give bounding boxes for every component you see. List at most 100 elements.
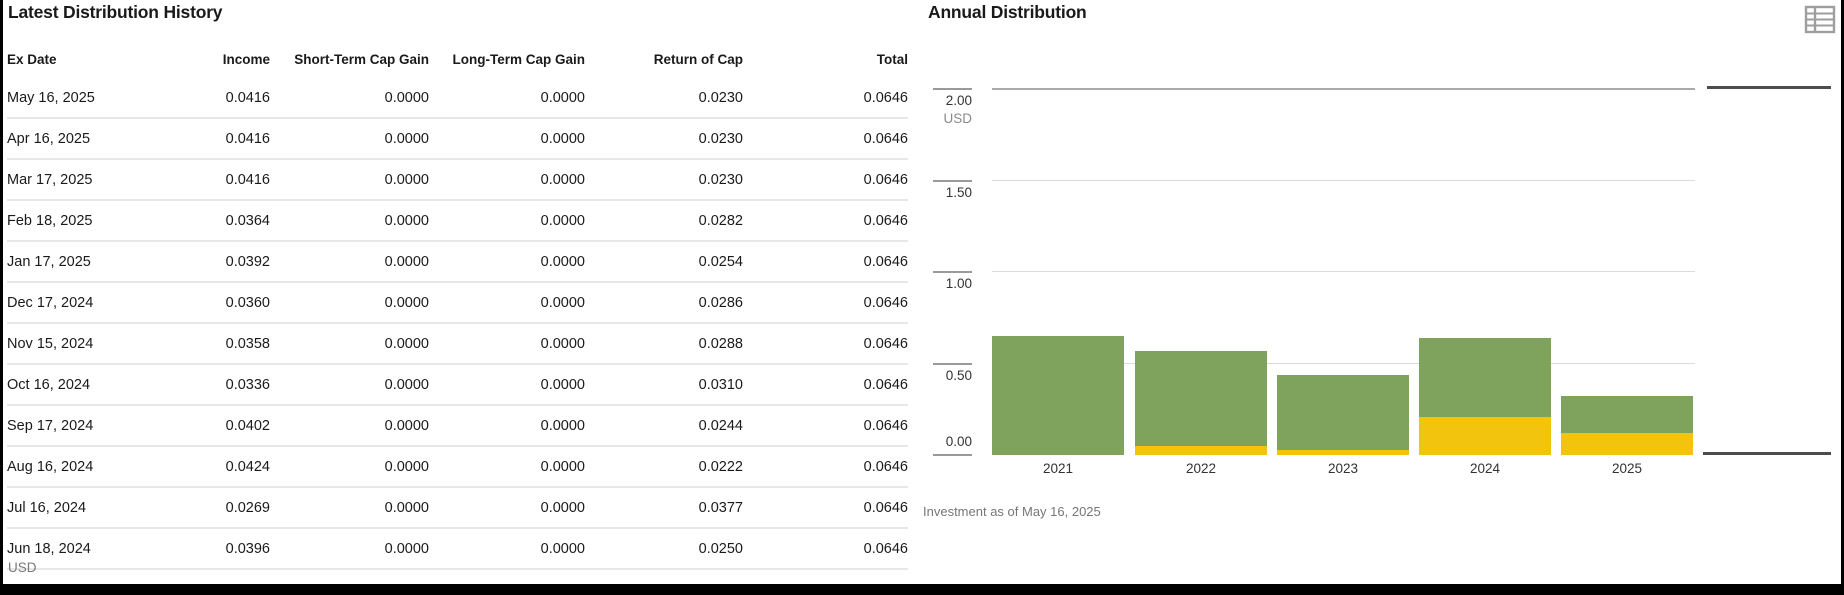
cell-value: 0.0364 bbox=[171, 200, 270, 242]
table-row: Jan 17, 2025 0.0392 0.0000 0.0000 0.0254 0.06… bbox=[7, 241, 908, 283]
cell-value: 0.0646 bbox=[743, 528, 908, 570]
y-axis-tick-2.00 bbox=[933, 88, 972, 90]
table-row: Mar 17, 2025 0.0416 0.0000 0.0000 0.0230 0.06… bbox=[7, 159, 908, 201]
bar-2022-income[interactable] bbox=[1135, 351, 1267, 446]
table-row: Aug 16, 2024 0.0424 0.0000 0.0000 0.0222 0.06… bbox=[7, 446, 908, 488]
column-header: Short-Term Cap Gain bbox=[294, 51, 429, 67]
cell-value: 0.0396 bbox=[171, 528, 270, 570]
bar-2023-return-of-cap[interactable] bbox=[1277, 450, 1409, 455]
bar-2025-return-of-cap[interactable] bbox=[1561, 433, 1693, 455]
cell-value: 0.0392 bbox=[171, 241, 270, 283]
cell-value: 0.0358 bbox=[171, 323, 270, 365]
cell-value: 0.0288 bbox=[585, 323, 743, 365]
column-header: Long-Term Cap Gain bbox=[452, 51, 585, 67]
x-axis-label-2023: 2023 bbox=[1327, 461, 1359, 476]
cell-value: 0.0646 bbox=[743, 200, 908, 242]
y-axis-label-0.00: 0.00 bbox=[945, 434, 972, 449]
table-row: Sep 17, 2024 0.0402 0.0000 0.0000 0.0244 0.06… bbox=[7, 405, 908, 447]
cell-ex-date: Dec 17, 2024 bbox=[7, 282, 171, 324]
cell-value: 0.0000 bbox=[429, 78, 585, 119]
latest-distribution-history-panel: Latest Distribution History Ex Date Incom… bbox=[0, 0, 918, 584]
cell-ex-date: Oct 16, 2024 bbox=[7, 364, 171, 406]
bar-2023-income[interactable] bbox=[1277, 375, 1409, 450]
cell-value: 0.0310 bbox=[585, 364, 743, 406]
cell-ex-date: Nov 15, 2024 bbox=[7, 323, 171, 365]
column-header: Return of Cap bbox=[653, 51, 743, 67]
table-row: May 16, 2025 0.0416 0.0000 0.0000 0.0230 0.06… bbox=[7, 78, 908, 119]
cell-value: 0.0000 bbox=[270, 241, 429, 283]
cell-value: 0.0646 bbox=[743, 323, 908, 365]
y-axis-label-0.50: 0.50 bbox=[945, 368, 972, 383]
cell-value: 0.0000 bbox=[429, 282, 585, 324]
cell-value: 0.0646 bbox=[743, 159, 908, 201]
cell-value: 0.0336 bbox=[171, 364, 270, 406]
bar-2025-income[interactable] bbox=[1561, 396, 1693, 433]
cell-ex-date: Sep 17, 2024 bbox=[7, 405, 171, 447]
right-panel-title: Annual Distribution bbox=[928, 2, 1087, 22]
cell-value: 0.0250 bbox=[585, 528, 743, 570]
table-row: Feb 18, 2025 0.0364 0.0000 0.0000 0.0282 0.06… bbox=[7, 200, 908, 242]
cell-value: 0.0000 bbox=[270, 528, 429, 570]
cell-value: 0.0269 bbox=[171, 487, 270, 529]
table-view-button[interactable] bbox=[1804, 5, 1836, 34]
left-panel-title: Latest Distribution History bbox=[8, 2, 223, 22]
cell-value: 0.0254 bbox=[585, 241, 743, 283]
column-header: Total bbox=[876, 51, 908, 67]
screen-bottom-bar bbox=[0, 584, 1844, 595]
gridline-1.00 bbox=[992, 271, 1695, 272]
cell-value: 0.0646 bbox=[743, 282, 908, 324]
cell-value: 0.0000 bbox=[429, 405, 585, 447]
cell-value: 0.0000 bbox=[270, 78, 429, 119]
cell-value: 0.0000 bbox=[270, 364, 429, 406]
cell-value: 0.0424 bbox=[171, 446, 270, 488]
y-axis-tick-1.00 bbox=[933, 271, 972, 273]
bar-2024-return-of-cap[interactable] bbox=[1419, 417, 1551, 455]
cell-ex-date: Jan 17, 2025 bbox=[7, 241, 171, 283]
cell-value: 0.0000 bbox=[270, 446, 429, 488]
gridline-2.00 bbox=[992, 88, 1695, 90]
gridline-0.50 bbox=[992, 363, 1695, 364]
annual-distribution-panel: Annual Distribution 2.00 1.50 1.00 0.50 0.00… bbox=[920, 0, 1844, 584]
cell-value: 0.0646 bbox=[743, 487, 908, 529]
table-row: Jun 18, 2024 0.0396 0.0000 0.0000 0.0250 0.06… bbox=[7, 528, 908, 570]
cell-value: 0.0286 bbox=[585, 282, 743, 324]
cell-ex-date: Aug 16, 2024 bbox=[7, 446, 171, 488]
cell-value: 0.0000 bbox=[429, 487, 585, 529]
cell-value: 0.0230 bbox=[585, 118, 743, 160]
bar-2021-income[interactable] bbox=[992, 336, 1124, 455]
cell-value: 0.0646 bbox=[743, 446, 908, 488]
x-axis-label-2024: 2024 bbox=[1469, 461, 1501, 476]
bar-2024-income[interactable] bbox=[1419, 338, 1551, 417]
table-row: Dec 17, 2024 0.0360 0.0000 0.0000 0.0286 0.06… bbox=[7, 282, 908, 324]
distribution-table-body: May 16, 2025 0.0416 0.0000 0.0000 0.0230 0.06… bbox=[7, 78, 908, 570]
cell-ex-date: Apr 16, 2025 bbox=[7, 118, 171, 160]
y-axis-unit-label: USD bbox=[943, 111, 972, 126]
cell-ex-date: Feb 18, 2025 bbox=[7, 200, 171, 242]
cell-value: 0.0000 bbox=[429, 241, 585, 283]
cell-value: 0.0402 bbox=[171, 405, 270, 447]
cell-value: 0.0222 bbox=[585, 446, 743, 488]
cell-value: 0.0646 bbox=[743, 78, 908, 119]
table-row: Jul 16, 2024 0.0269 0.0000 0.0000 0.0377 0.06… bbox=[7, 487, 908, 529]
x-axis-label-2022: 2022 bbox=[1185, 461, 1217, 476]
cell-value: 0.0000 bbox=[270, 487, 429, 529]
cell-value: 0.0416 bbox=[171, 78, 270, 119]
gridline-1.50 bbox=[992, 180, 1695, 181]
y-axis-label-1.50: 1.50 bbox=[945, 185, 972, 200]
cell-value: 0.0000 bbox=[270, 200, 429, 242]
table-row: Apr 16, 2025 0.0416 0.0000 0.0000 0.0230 0.06… bbox=[7, 118, 908, 160]
y-axis-tick-0.00 bbox=[933, 454, 972, 456]
cell-value: 0.0377 bbox=[585, 487, 743, 529]
bar-2022-return-of-cap[interactable] bbox=[1135, 446, 1267, 455]
cell-value: 0.0416 bbox=[171, 159, 270, 201]
cell-value: 0.0000 bbox=[270, 159, 429, 201]
cell-value: 0.0000 bbox=[429, 364, 585, 406]
cell-ex-date: Jul 16, 2024 bbox=[7, 487, 171, 529]
chart-footnote: Investment as of May 16, 2025 bbox=[923, 504, 1101, 519]
column-header: Income bbox=[222, 51, 270, 67]
cell-value: 0.0282 bbox=[585, 200, 743, 242]
cell-value: 0.0646 bbox=[743, 364, 908, 406]
cell-value: 0.0646 bbox=[743, 241, 908, 283]
y-axis-tick-0.50 bbox=[933, 363, 972, 365]
legend-top-divider bbox=[1707, 86, 1831, 89]
